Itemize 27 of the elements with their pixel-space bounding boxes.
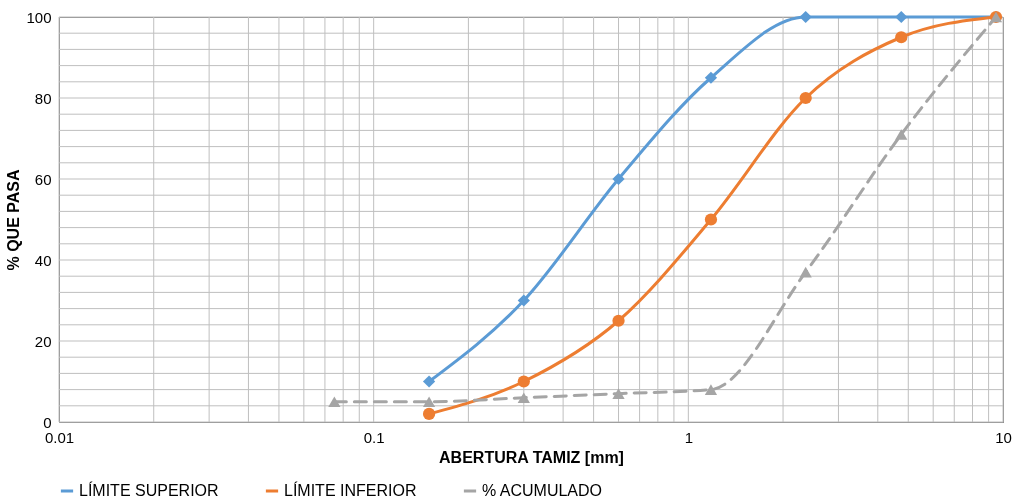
y-tick-label: 0 [43,413,52,431]
point [612,314,625,327]
point [517,375,530,388]
x-tick-label: 0.01 [44,428,75,446]
legend-label: LÍMITE SUPERIOR [79,481,219,499]
y-tick-label: 20 [34,332,52,350]
legend-label: LÍMITE INFERIOR [284,481,417,499]
y-axis-title: % QUE PASA [5,169,23,271]
x-tick-label: 0.1 [363,428,385,446]
point [799,10,812,24]
point [895,31,908,44]
point [422,407,436,421]
legend-label: % ACUMULADO [482,482,603,499]
x-tick-label: 1 [684,428,694,446]
point [799,91,812,105]
point [612,172,625,186]
y-tick-label: 100 [26,8,52,26]
point [517,294,530,307]
point [704,213,718,226]
point [422,375,436,388]
y-tick-label: 80 [34,89,52,107]
x-tick-label: 10 [995,428,1012,446]
y-tick-label: 60 [34,170,52,188]
point [895,10,908,24]
x-axis-title: ABERTURA TAMIZ [mm] [439,448,624,466]
point [704,71,718,84]
y-tick-label: 40 [34,251,52,269]
